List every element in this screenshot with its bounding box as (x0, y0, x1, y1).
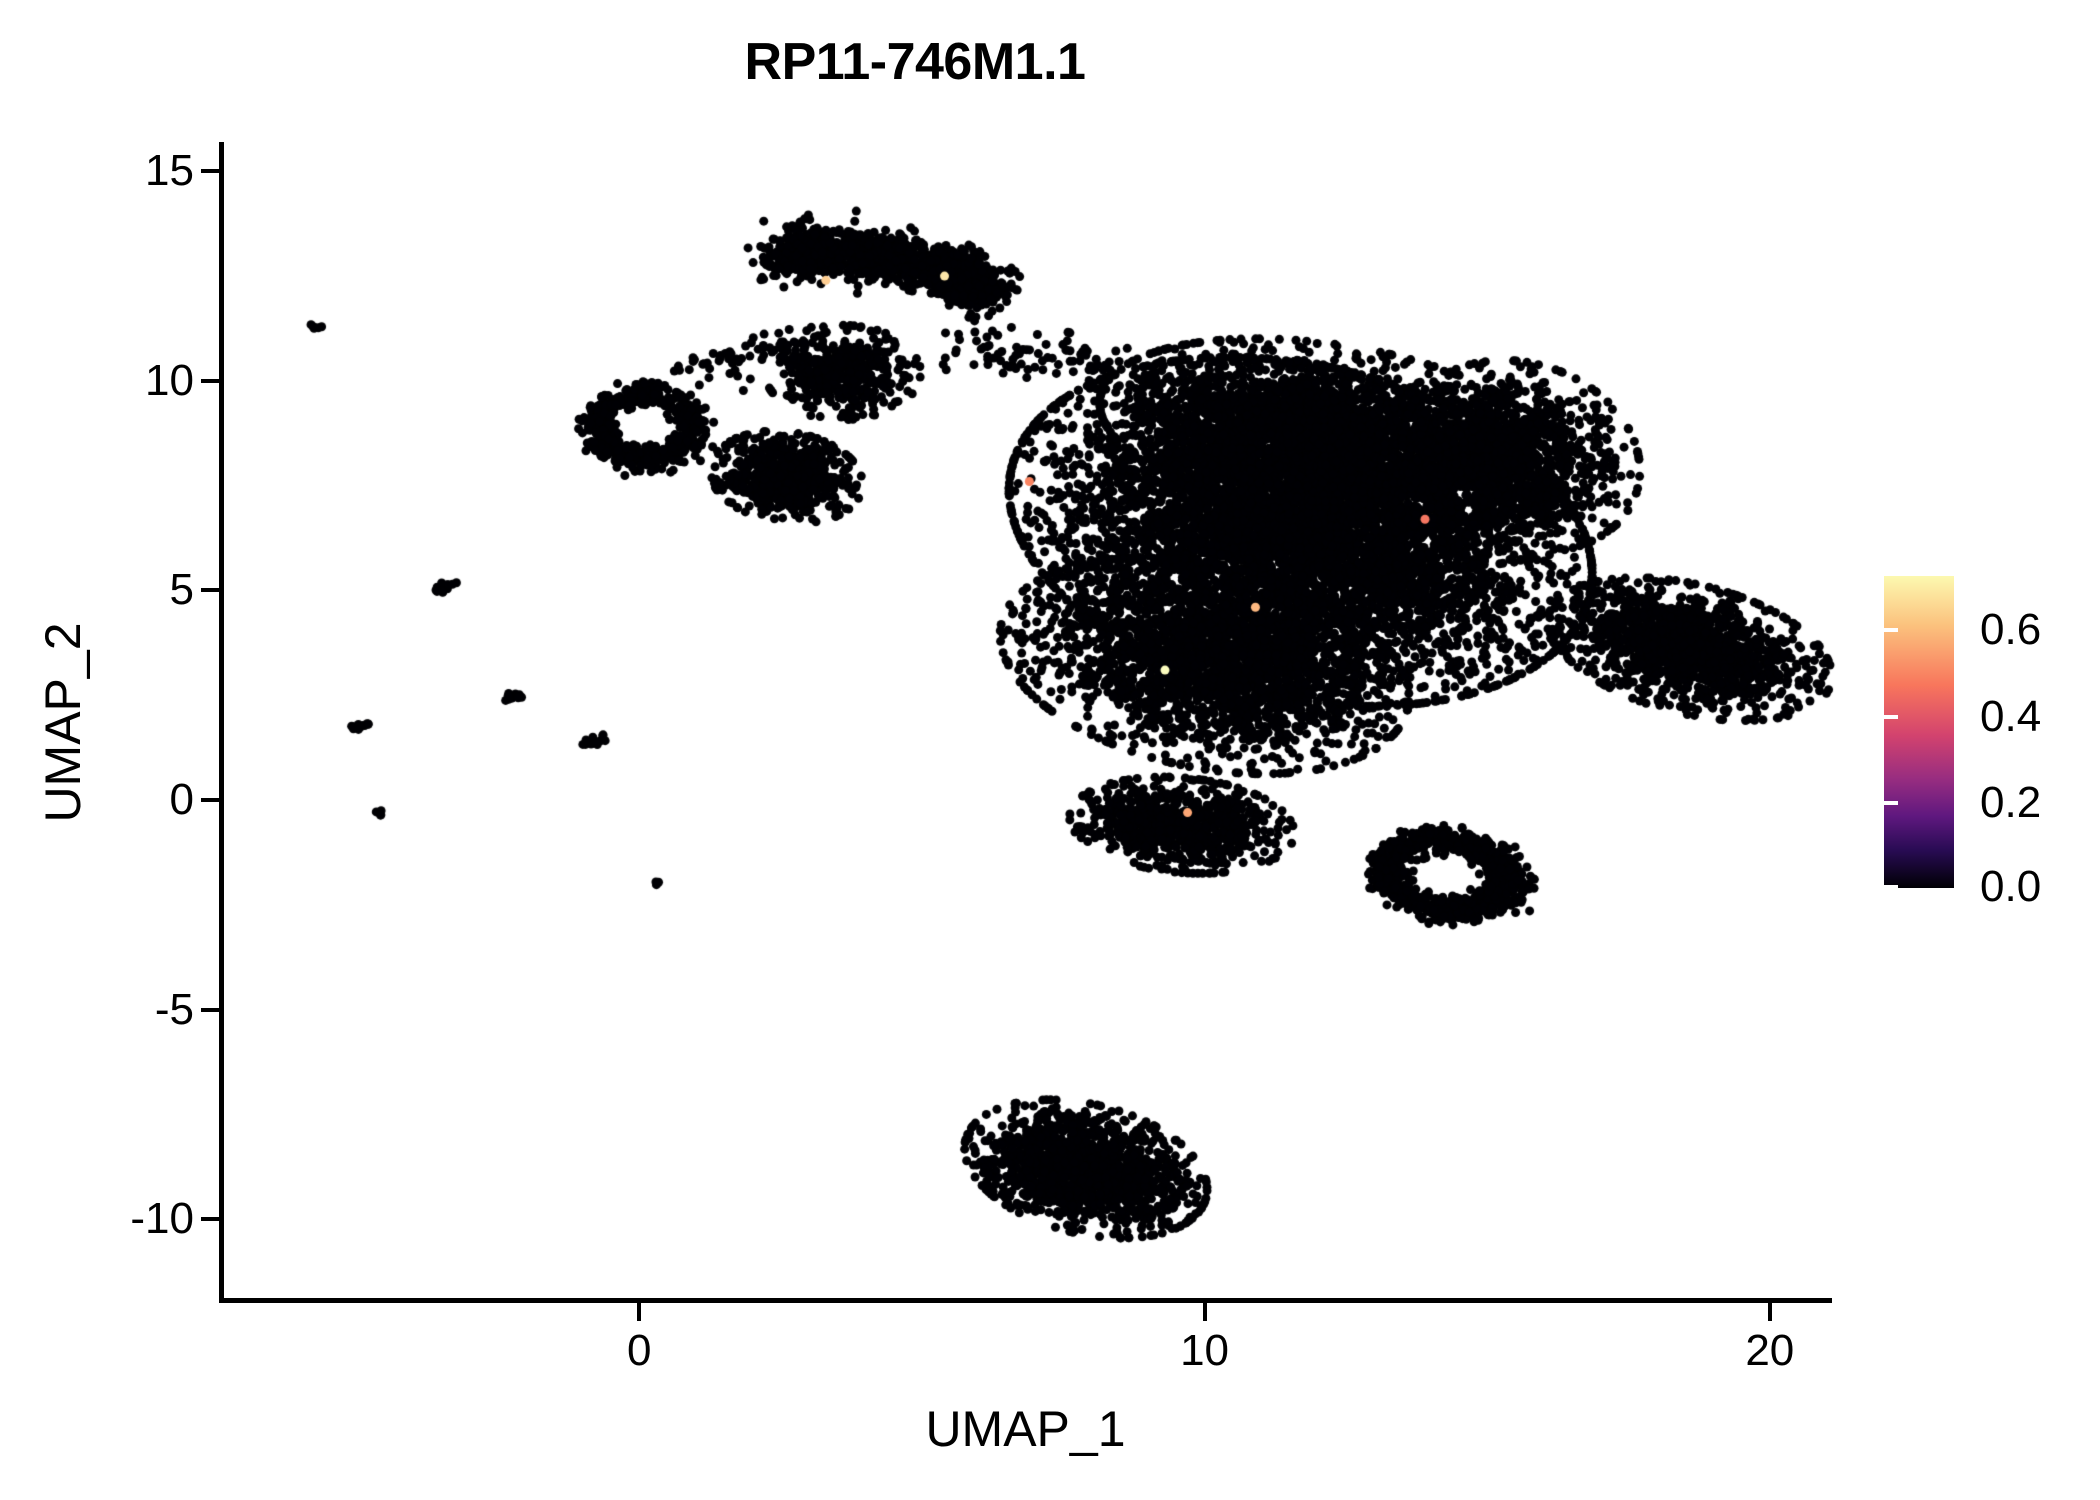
x-axis-line (219, 1298, 1832, 1303)
colorbar-tick-mark (2070, 628, 2084, 632)
colorbar-legend: 0.0 0.2 0.4 0.6 (1884, 576, 2084, 911)
y-axis-title: UMAP_2 (35, 622, 91, 823)
x-tick-label: 20 (1745, 1326, 1795, 1375)
colorbar-tick-label: 0.0 (1980, 862, 2042, 911)
colorbar-tick-mark (2070, 885, 2084, 889)
colorbar-gradient (1884, 576, 1954, 888)
y-tick-label: -10 (130, 1194, 194, 1244)
y-tick-mark (201, 798, 219, 803)
x-tick-mark (1767, 1303, 1772, 1321)
colorbar-tick-mark (1884, 801, 1898, 806)
y-tick-mark (201, 1007, 219, 1012)
x-axis-title: UMAP_1 (925, 1401, 1126, 1457)
colorbar-tick-label: 0.4 (1980, 691, 2042, 741)
y-tick-label: -5 (154, 984, 194, 1034)
y-axis-line (219, 142, 224, 1303)
colorbar-tick-mark (1884, 628, 1898, 632)
colorbar-tick-mark (2070, 801, 2084, 806)
colorbar-tick-mark (1884, 885, 1898, 889)
y-tick-label: 5 (169, 565, 194, 615)
colorbar-tick-label: 0.2 (1980, 778, 2042, 828)
x-tick-label: 10 (1180, 1326, 1230, 1375)
colorbar-tick-mark (1884, 714, 1898, 719)
x-tick-mark (637, 1303, 642, 1321)
colorbar-tick-label: 0.6 (1980, 605, 2042, 654)
y-tick-mark (201, 169, 219, 174)
y-tick-mark (201, 588, 219, 593)
x-tick-label: 0 (627, 1326, 652, 1375)
y-tick-mark (201, 378, 219, 383)
y-tick-label: 15 (145, 146, 194, 196)
colorbar-tick-mark (2070, 714, 2084, 719)
y-tick-label: 10 (145, 355, 194, 405)
y-tick-mark (201, 1217, 219, 1222)
x-tick-mark (1202, 1303, 1207, 1321)
y-tick-label: 0 (169, 775, 194, 825)
